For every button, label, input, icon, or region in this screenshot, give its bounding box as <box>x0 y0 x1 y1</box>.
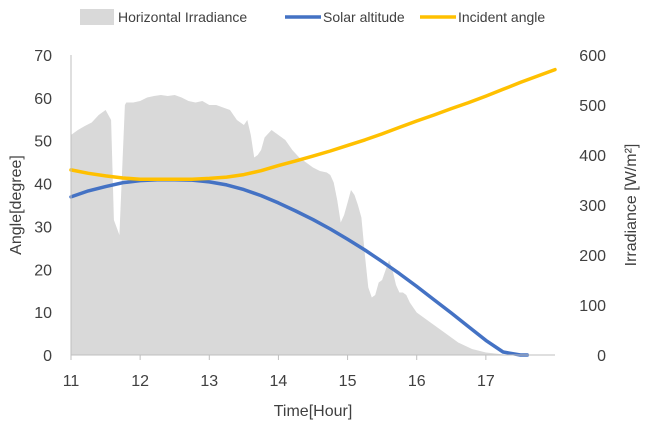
y2-tick-label: 400 <box>579 148 606 165</box>
x-tick-label: 15 <box>339 373 357 390</box>
x-tick-label: 14 <box>270 373 288 390</box>
legend-swatch <box>80 9 114 25</box>
x-tick-label: 16 <box>408 373 426 390</box>
y-tick-label: 30 <box>34 219 52 236</box>
y-tick-label: 20 <box>34 262 52 279</box>
y-tick-label: 40 <box>34 177 52 194</box>
x-axis-title: Time[Hour] <box>274 403 353 420</box>
axes: 11 12 13 14 15 16 17 0 10 20 30 40 50 60 70 0 100 200 300 4… <box>8 48 640 420</box>
y2-tick-label: 300 <box>579 198 606 215</box>
legend-item-horizontal-irradiance: Horizontal Irradiance <box>80 9 247 25</box>
y2-axis-title: Irradiance [W/m²] <box>623 144 640 267</box>
legend-item-incident-angle: Incident angle <box>420 9 545 25</box>
legend: Horizontal Irradiance Solar altitude Incid… <box>80 9 545 25</box>
y2-tick-label: 100 <box>579 298 606 315</box>
y-tick-label: 10 <box>34 305 52 322</box>
legend-label: Solar altitude <box>323 9 405 25</box>
horizontal-irradiance-area <box>71 95 507 355</box>
x-tick-label: 12 <box>131 373 149 390</box>
y-axis-title: Angle[degree] <box>8 155 25 255</box>
y-tick-label: 60 <box>34 91 52 108</box>
legend-item-solar-altitude: Solar altitude <box>285 9 405 25</box>
y-tick-label: 0 <box>43 348 52 365</box>
plot-area <box>69 67 557 357</box>
incident-angle-line <box>69 67 557 182</box>
y2-tick-label: 0 <box>597 348 606 365</box>
y2-tick-label: 200 <box>579 248 606 265</box>
y2-tick-label: 500 <box>579 98 606 115</box>
x-tick-label: 17 <box>477 373 495 390</box>
x-tick-label: 13 <box>200 373 218 390</box>
y-tick-label: 50 <box>34 134 52 151</box>
y2-tick-label: 600 <box>579 48 606 65</box>
legend-label: Incident angle <box>458 9 545 25</box>
x-tick-label: 11 <box>63 373 80 390</box>
y-tick-label: 70 <box>34 48 52 65</box>
legend-label: Horizontal Irradiance <box>118 9 247 25</box>
